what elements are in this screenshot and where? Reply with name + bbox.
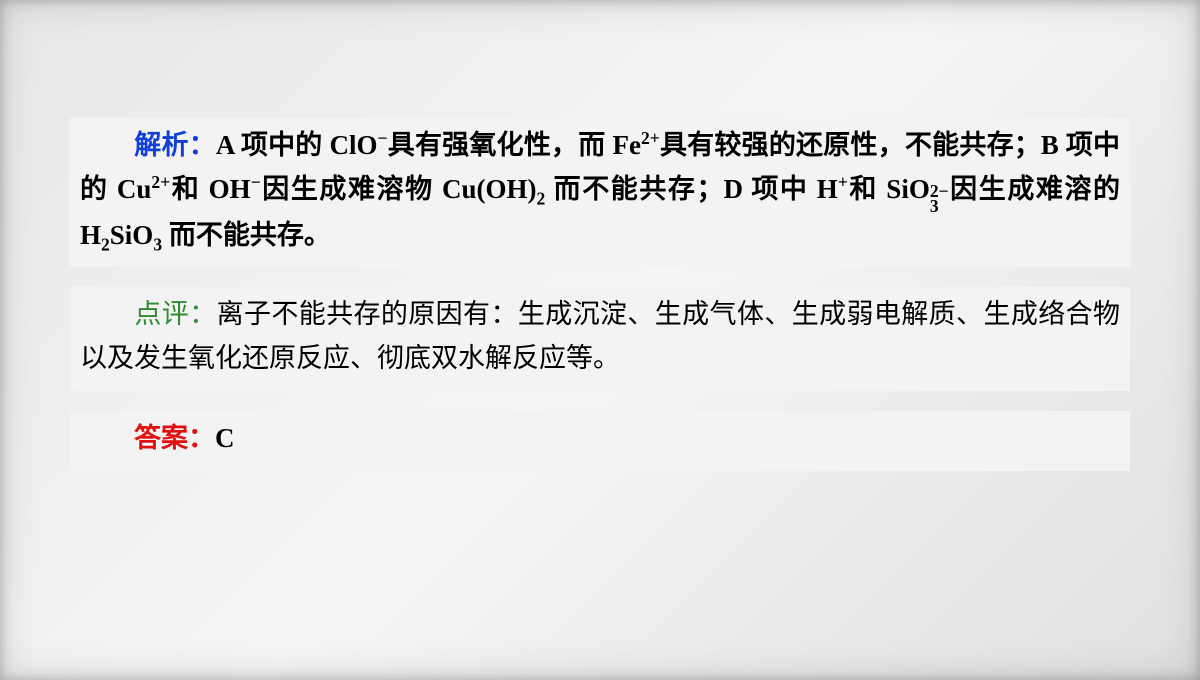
analysis-label: 解析： <box>134 130 216 160</box>
answer-block: 答案：C <box>70 411 1130 471</box>
superscript-minus-1: − <box>378 128 388 148</box>
formula-cuoh2: Cu(OH) <box>442 174 537 204</box>
analysis-text-6: 而不能共存；D 项中 <box>545 174 817 204</box>
formula-h: H <box>817 174 838 204</box>
subscript-3: 3 <box>153 234 162 254</box>
sio3-sub: 3 <box>930 199 949 214</box>
formula-h2sio3-sio: SiO <box>110 220 154 250</box>
formula-h2sio3-h: H <box>80 220 101 250</box>
answer-label: 答案： <box>134 423 215 453</box>
sio3-supsub: 2−3 <box>930 184 949 214</box>
formula-sio: SiO <box>886 174 930 204</box>
subscript-2-1: 2 <box>537 188 546 208</box>
analysis-text-2: 具有强氧化性，而 <box>388 130 613 160</box>
superscript-2plus-1: 2+ <box>641 128 660 148</box>
comment-text: 离子不能共存的原因有：生成沉淀、生成气体、生成弱电解质、生成络合物以及发生氧化还… <box>80 299 1120 373</box>
analysis-text-7: 和 <box>848 174 886 204</box>
analysis-text-4: 和 <box>170 174 208 204</box>
superscript-2plus-2: 2+ <box>151 172 170 192</box>
superscript-minus-2: − <box>251 172 261 192</box>
subscript-2-2: 2 <box>101 234 110 254</box>
analysis-text-5: 因生成难溶物 <box>261 174 442 204</box>
formula-fe: Fe <box>612 130 640 160</box>
content-area: 解析：A 项中的 ClO−具有强氧化性，而 Fe2+具有较强的还原性，不能共存；… <box>70 118 1130 471</box>
analysis-text-1: A 项中的 <box>216 130 330 160</box>
superscript-plus: + <box>838 172 848 192</box>
analysis-text-9: 而不能共存。 <box>162 220 331 250</box>
formula-oh: OH <box>209 174 251 204</box>
formula-clo: ClO <box>330 130 378 160</box>
answer-value: C <box>215 423 235 453</box>
formula-cu: Cu <box>117 174 152 204</box>
comment-block: 点评：离子不能共存的原因有：生成沉淀、生成气体、生成弱电解质、生成络合物以及发生… <box>70 287 1130 390</box>
analysis-text-8: 因生成难溶的 <box>949 174 1120 204</box>
analysis-block: 解析：A 项中的 ClO−具有强氧化性，而 Fe2+具有较强的还原性，不能共存；… <box>70 118 1130 267</box>
comment-label: 点评： <box>134 299 217 329</box>
